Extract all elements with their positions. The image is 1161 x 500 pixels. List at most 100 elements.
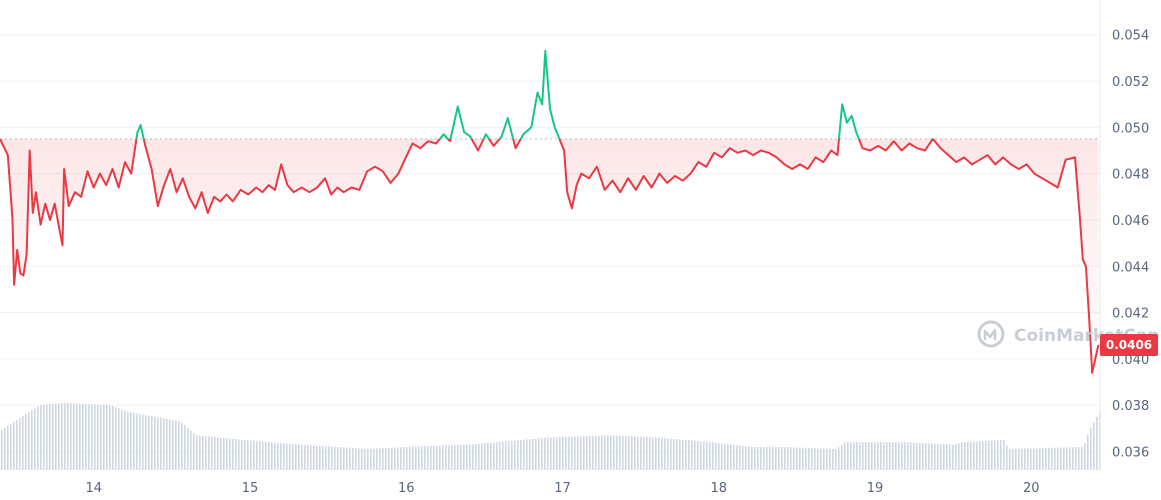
volume-bar <box>742 445 744 470</box>
volume-bar <box>484 443 486 470</box>
volume-bar <box>271 442 273 470</box>
volume-bar <box>1030 448 1032 470</box>
volume-bar <box>1051 447 1053 470</box>
volume-bar <box>379 448 381 470</box>
volume-bar <box>109 405 111 470</box>
volume-bar <box>562 437 564 470</box>
volume-bar <box>955 443 957 470</box>
volume-bar <box>478 443 480 470</box>
volume-bar <box>1024 448 1026 470</box>
volume-bar <box>331 446 333 470</box>
volume-bar <box>1003 439 1005 470</box>
volume-bar <box>733 444 735 470</box>
volume-bar <box>607 435 609 470</box>
volume-bar <box>871 442 873 470</box>
volume-bar <box>544 437 546 470</box>
volume-bar <box>841 444 843 470</box>
volume-bar <box>826 448 828 470</box>
volume-bar <box>751 446 753 470</box>
volume-bar <box>610 435 612 470</box>
volume-bar <box>937 443 939 470</box>
volume-bar <box>961 442 963 470</box>
volume-bar <box>196 435 198 470</box>
volume-bar <box>376 448 378 470</box>
volume-bar <box>193 433 195 470</box>
volume-bar <box>730 444 732 470</box>
volume-bar <box>976 441 978 470</box>
volume-bar <box>778 446 780 470</box>
volume-bar <box>898 442 900 470</box>
volume-bar <box>655 437 657 470</box>
volume-bar <box>136 413 138 470</box>
volume-bar <box>358 448 360 470</box>
volume-bar <box>250 440 252 470</box>
volume-bar <box>1078 446 1080 470</box>
volume-bar <box>760 446 762 470</box>
volume-bar <box>400 447 402 470</box>
volume-bar <box>835 449 837 470</box>
volume-bar <box>94 404 96 470</box>
volume-bar <box>1069 447 1071 470</box>
volume-bar <box>799 447 801 470</box>
volume-bar <box>889 442 891 470</box>
volume-bar <box>28 412 30 470</box>
volume-bar <box>706 441 708 470</box>
volume-bar <box>1018 448 1020 470</box>
volume-bar <box>574 436 576 470</box>
volume-bar <box>832 448 834 470</box>
volume-bar <box>82 403 84 470</box>
volume-bar <box>463 444 465 470</box>
y-tick-label: 0.038 <box>1112 399 1149 414</box>
x-axis: 14 15 16 17 18 19 20 <box>85 481 1039 496</box>
volume-bar <box>418 446 420 470</box>
volume-bar <box>1012 449 1014 470</box>
volume-bar <box>922 442 924 470</box>
volume-bar <box>154 416 156 470</box>
volume-bar <box>115 407 117 470</box>
volume-bar <box>874 442 876 470</box>
volume-bar <box>523 439 525 470</box>
volume-bar <box>301 444 303 470</box>
y-tick-label: 0.054 <box>1112 29 1149 44</box>
volume-bar <box>19 418 21 470</box>
volume-bar <box>892 442 894 470</box>
volume-bar <box>769 446 771 470</box>
volume-bar <box>625 436 627 470</box>
volume-bar <box>631 436 633 470</box>
volume-bar <box>97 404 99 470</box>
volume-bar <box>325 446 327 470</box>
volume-bar <box>796 447 798 470</box>
volume-bar <box>1063 447 1065 470</box>
volume-bar <box>37 406 39 470</box>
volume-bar <box>661 437 663 470</box>
volume-bar <box>973 441 975 470</box>
volume-bar <box>559 437 561 470</box>
volume-bar <box>76 403 78 470</box>
volume-bar <box>322 446 324 470</box>
volume-bar <box>952 444 954 470</box>
volume-bar <box>262 441 264 470</box>
volume-bar <box>454 445 456 470</box>
volume-bar <box>1066 447 1068 470</box>
volume-bar <box>460 444 462 470</box>
volume-bar <box>781 446 783 470</box>
volume-bar <box>907 442 909 470</box>
volume-bar <box>241 439 243 470</box>
y-tick-label: 0.052 <box>1112 75 1149 90</box>
volume-bar <box>55 403 57 470</box>
price-line-below-reference <box>0 138 1100 374</box>
volume-bar <box>439 445 441 470</box>
volume-bar <box>1084 443 1086 470</box>
volume-bar <box>862 442 864 470</box>
volume-bar <box>310 445 312 470</box>
volume-bar <box>901 442 903 470</box>
volume-bar <box>415 446 417 470</box>
current-price-tag-box <box>1100 333 1158 356</box>
volume-bar <box>403 447 405 470</box>
volume-bar <box>157 417 159 470</box>
volume-bar <box>619 435 621 470</box>
volume-bar <box>910 442 912 470</box>
volume-bar <box>10 424 12 470</box>
volume-bar <box>979 441 981 470</box>
